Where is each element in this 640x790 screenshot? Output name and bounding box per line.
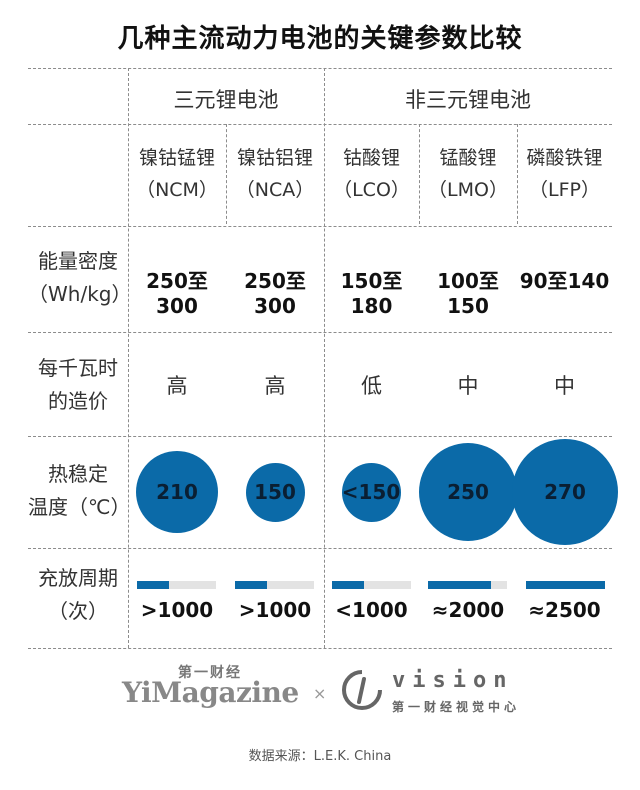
energy-value: 250至300 <box>146 269 208 318</box>
cycle-bar-fill <box>428 581 492 589</box>
battery-code: （LMO） <box>428 179 508 201</box>
divider <box>28 332 612 333</box>
vision-logo-cn: 第一财经视觉中心 <box>392 700 521 714</box>
thermal-circle: 270 <box>512 439 618 545</box>
thermal-value: 250 <box>447 480 489 504</box>
divider <box>28 124 612 125</box>
thermal-value: 150 <box>254 480 296 504</box>
thermal-value: 270 <box>544 480 586 504</box>
battery-name: 锰酸锂 <box>439 147 497 169</box>
group-header-non-ternary: 非三元锂电池 <box>405 88 531 112</box>
cycle-bar-fill <box>235 581 267 589</box>
times-icon: × <box>313 684 327 703</box>
vision-logo: vision <box>392 668 514 693</box>
thermal-circle: 210 <box>136 451 218 533</box>
thermal-value: 210 <box>156 480 198 504</box>
energy-value: 150至180 <box>340 269 403 318</box>
row-label-cycle: 充放周期 （次） <box>38 566 118 623</box>
cost-value: 中 <box>554 374 575 398</box>
yimagazine-logo: YiMagazine <box>122 676 299 709</box>
energy-value: 90至140 <box>519 269 610 293</box>
row-label-cost: 每千瓦时 的造价 <box>38 356 118 413</box>
cycle-value: ≈2000 <box>431 598 505 622</box>
divider <box>28 226 612 227</box>
page-title: 几种主流动力电池的关键参数比较 <box>117 24 523 54</box>
battery-header: 钴酸锂 （LCO） <box>324 142 419 206</box>
cycle-bar <box>526 581 605 589</box>
divider <box>28 436 612 437</box>
cycle-bar <box>235 581 314 589</box>
divider <box>28 648 612 649</box>
divider <box>28 68 612 69</box>
battery-name: 磷酸铁锂 <box>526 147 603 169</box>
cycle-bar-fill <box>526 581 605 589</box>
cost-value: 高 <box>264 374 286 398</box>
energy-value: 100至150 <box>437 269 499 318</box>
cycle-value: >1000 <box>140 598 214 622</box>
column-divider <box>517 124 518 224</box>
column-divider <box>128 68 129 648</box>
yimagazine-logo-cn: 第一财经 <box>178 665 242 681</box>
energy-value: 250至300 <box>244 269 306 318</box>
battery-header: 锰酸锂 （LMO） <box>419 142 517 206</box>
data-source: 数据来源：L.E.K. China <box>248 749 392 764</box>
cycle-bar-fill <box>137 581 169 589</box>
battery-code: （NCA） <box>235 179 315 201</box>
battery-code: （NCM） <box>136 179 218 201</box>
cycle-bar <box>428 581 507 589</box>
thermal-value: <150 <box>341 480 401 504</box>
thermal-circle: 250 <box>419 443 517 541</box>
column-divider <box>419 124 420 224</box>
cycle-bar <box>332 581 411 589</box>
battery-name: 镍钴锰锂 <box>138 147 215 169</box>
group-header-ternary: 三元锂电池 <box>173 88 279 112</box>
column-divider <box>226 124 227 224</box>
battery-code: （LFP） <box>529 179 600 201</box>
battery-name: 镍钴铝锂 <box>236 147 313 169</box>
battery-header: 镍钴锰锂 （NCM） <box>128 142 226 206</box>
row-label-thermal: 热稳定 温度（℃） <box>28 462 131 519</box>
cost-value: 高 <box>166 374 188 398</box>
battery-header: 镍钴铝锂 （NCA） <box>226 142 324 206</box>
cost-value: 中 <box>457 374 479 398</box>
cycle-bar <box>137 581 216 589</box>
vision-logo-mark-icon <box>342 670 382 710</box>
row-label-energy: 能量密度 （Wh/kg） <box>28 249 132 306</box>
thermal-circle: <150 <box>341 462 401 522</box>
thermal-circle: 150 <box>245 462 305 522</box>
cycle-value: ≈2500 <box>528 598 601 622</box>
battery-code: （LCO） <box>333 179 410 201</box>
cost-value: 低 <box>361 374 382 398</box>
cycle-bar-fill <box>332 581 364 589</box>
cycle-value: <1000 <box>335 598 408 622</box>
battery-name: 钴酸锂 <box>342 147 400 169</box>
battery-header: 磷酸铁锂 （LFP） <box>517 142 612 206</box>
divider <box>28 548 612 549</box>
column-divider <box>324 68 325 648</box>
cycle-value: >1000 <box>238 598 312 622</box>
